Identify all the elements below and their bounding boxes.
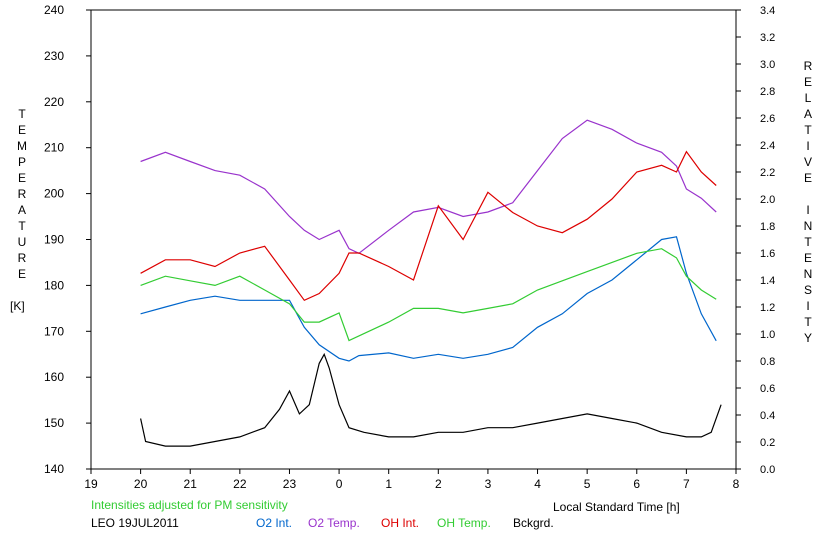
- right-axis-title-letter: N: [804, 219, 813, 233]
- right-axis-title-letter: L: [805, 91, 812, 105]
- right-axis-title-letter: A: [804, 107, 812, 121]
- x-tick-label: 0: [336, 477, 343, 491]
- right-axis-title-letter: I: [806, 203, 809, 217]
- series-line-bckgrd: [140, 352, 722, 447]
- left-axis-title-letter: E: [18, 123, 26, 137]
- y-right-tick-label: 1.0: [760, 329, 775, 341]
- left-axis-title-letter: M: [17, 139, 27, 153]
- y-right-tick-label: 0.0: [760, 464, 775, 476]
- right-axis-title-letter: I: [806, 139, 809, 153]
- y-right-tick-label: 2.4: [760, 140, 775, 152]
- left-axis-title-letter: T: [18, 219, 26, 233]
- left-axis-title-letter: A: [18, 203, 26, 217]
- right-axis-title-letter: E: [804, 251, 812, 265]
- right-axis-title-letter: I: [806, 299, 809, 313]
- y-right-tick-label: 1.6: [760, 248, 775, 260]
- x-tick-label: 5: [584, 477, 591, 491]
- y-left-tick-label: 210: [44, 141, 64, 155]
- right-axis-title-letter: N: [804, 267, 813, 281]
- y-left-tick-label: 220: [44, 95, 64, 109]
- legend-item: Bckgrd.: [513, 516, 554, 530]
- legend-item: OH Temp.: [437, 516, 491, 530]
- x-tick-label: 21: [184, 477, 198, 491]
- x-tick-label: 8: [733, 477, 740, 491]
- x-tick-label: 19: [84, 477, 98, 491]
- y-right-tick-label: 1.4: [760, 275, 775, 287]
- left-axis-title-letter: T: [18, 107, 26, 121]
- x-tick-label: 4: [534, 477, 541, 491]
- left-y-axis: 140 150 160 170 180 190 200 210 220 230 240: [44, 3, 91, 476]
- right-axis-title-letter: V: [804, 155, 812, 169]
- y-left-tick-label: 160: [44, 370, 64, 384]
- x-tick-label: 3: [485, 477, 492, 491]
- y-left-tick-label: 230: [44, 49, 64, 63]
- series-line-o2-temp: [140, 119, 717, 254]
- y-right-tick-label: 1.2: [760, 302, 775, 314]
- right-axis-title-letter: Y: [804, 331, 812, 345]
- y-left-tick-label: 170: [44, 324, 64, 338]
- x-tick-label: 23: [283, 477, 297, 491]
- x-tick-label: 6: [633, 477, 640, 491]
- left-axis-title-letter: E: [18, 171, 26, 185]
- y-right-tick-label: 2.6: [760, 113, 775, 125]
- right-axis-title-letter: T: [804, 235, 812, 249]
- legend-item: OH Int.: [381, 516, 419, 530]
- x-axis-title: Local Standard Time [h]: [553, 500, 680, 514]
- left-axis-title-letter: R: [18, 251, 27, 265]
- y-right-tick-label: 2.2: [760, 167, 775, 179]
- x-tick-label: 7: [683, 477, 690, 491]
- y-right-tick-label: 0.6: [760, 383, 775, 395]
- x-tick-label: 20: [134, 477, 148, 491]
- y-right-tick-label: 3.2: [760, 32, 775, 44]
- y-left-tick-label: 140: [44, 462, 64, 476]
- left-axis-unit: [K]: [10, 299, 25, 313]
- plot-frame: [90, 9, 737, 470]
- y-left-tick-label: 240: [44, 3, 64, 17]
- sensitivity-note: Intensities adjusted for PM sensitivity: [91, 498, 288, 512]
- legend-item: O2 Temp.: [308, 516, 360, 530]
- right-axis-title-letter: E: [804, 171, 812, 185]
- y-right-tick-label: 2.0: [760, 194, 775, 206]
- y-left-tick-label: 190: [44, 233, 64, 247]
- y-left-tick-label: 180: [44, 278, 64, 292]
- y-right-tick-label: 2.8: [760, 86, 775, 98]
- left-axis-title-letter: E: [18, 267, 26, 281]
- series-layer: [140, 119, 722, 447]
- right-axis-title-letter: E: [804, 75, 812, 89]
- y-right-tick-label: 0.4: [760, 410, 775, 422]
- y-right-tick-label: 0.8: [760, 356, 775, 368]
- y-right-tick-label: 3.4: [760, 5, 775, 17]
- x-tick-label: 1: [385, 477, 392, 491]
- x-tick-label: 22: [233, 477, 247, 491]
- y-left-tick-label: 150: [44, 416, 64, 430]
- series-line-o2-int: [140, 236, 717, 362]
- right-y-axis: 0.0 0.2 0.4 0.6 0.8 1.0 1.2 1.4 1.6 1.8 2.0 2.2 2.4 2…: [736, 5, 775, 476]
- station-date-label: LEO 19JUL2011: [91, 516, 179, 530]
- left-axis-title-letter: U: [18, 235, 27, 249]
- right-axis-title-letter: T: [804, 315, 812, 329]
- legend-item: O2 Int.: [256, 516, 292, 530]
- y-right-tick-label: 1.8: [760, 221, 775, 233]
- right-axis-title-letter: T: [804, 123, 812, 137]
- y-right-tick-label: 3.0: [760, 59, 775, 71]
- y-right-tick-label: 0.2: [760, 437, 775, 449]
- left-axis-title-letter: R: [18, 187, 27, 201]
- x-tick-label: 2: [435, 477, 442, 491]
- right-axis-title-letter: S: [804, 283, 812, 297]
- x-axis: 19 20 21 22 23 0 1 2 3 4 5 6 7 8: [84, 469, 740, 491]
- legend: O2 Int. O2 Temp. OH Int. OH Temp. Bckgrd.: [256, 516, 554, 530]
- right-axis-title-letter: R: [804, 59, 813, 73]
- series-line-oh-temp: [140, 248, 717, 342]
- series-line-oh-int: [140, 150, 717, 302]
- y-left-tick-label: 200: [44, 187, 64, 201]
- left-axis-title-letter: P: [18, 155, 26, 169]
